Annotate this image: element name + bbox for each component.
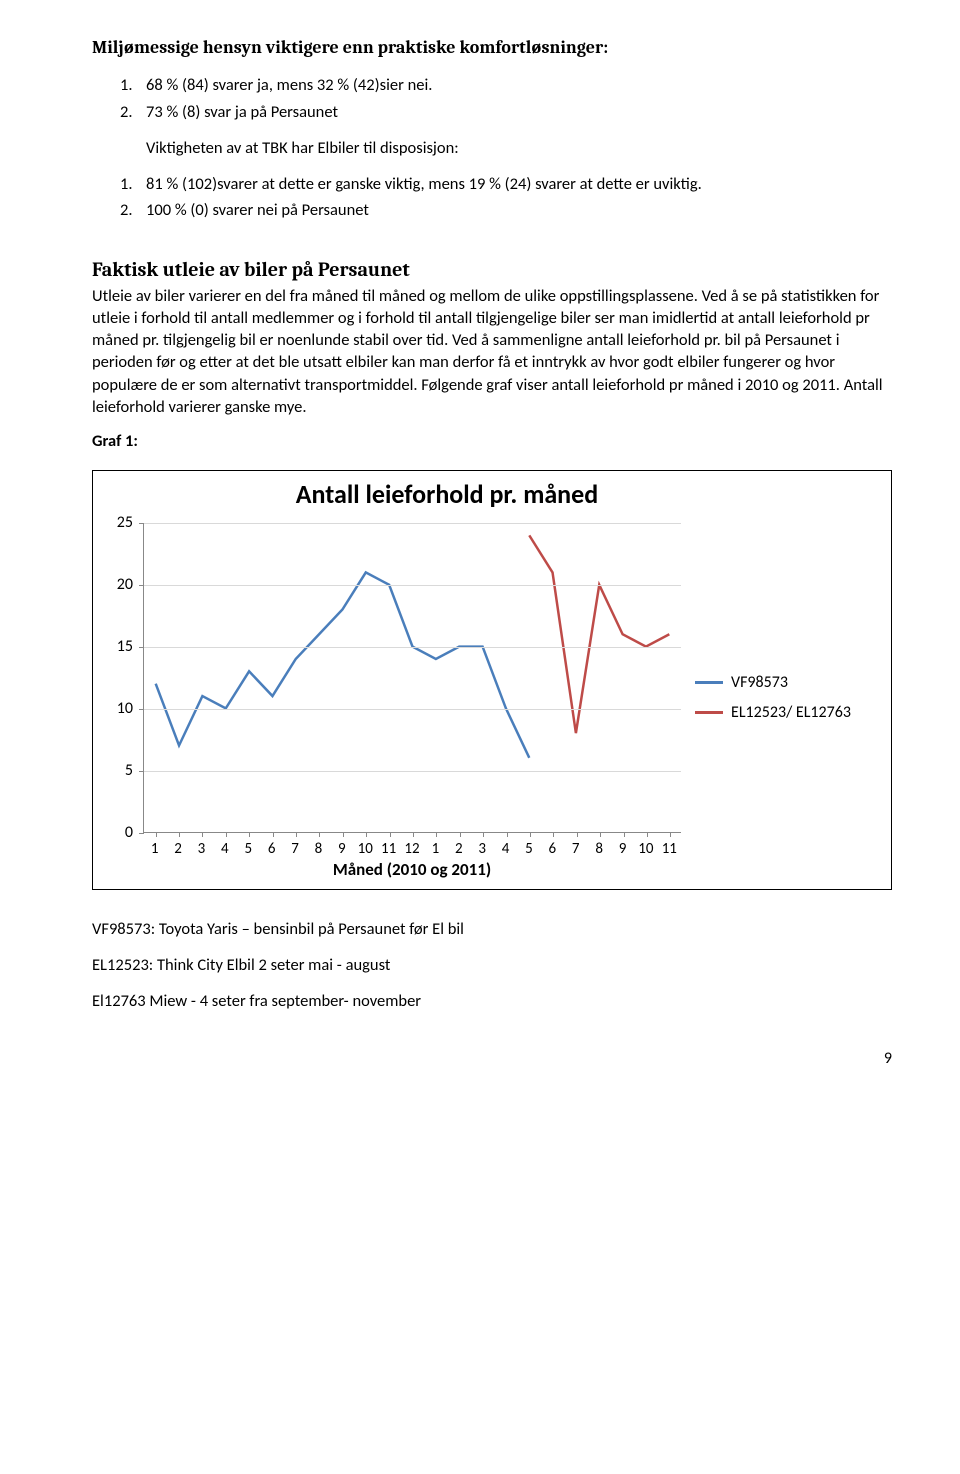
y-tick-label: 25 [117,512,133,534]
x-tick-label: 2 [455,839,463,859]
gridline [144,523,681,524]
heading-section: Faktisk utleie av biler på Persaunet [92,256,892,283]
paragraph: Utleie av biler varierer en del fra måne… [92,285,892,419]
list-item: 2. 100 % (0) svarer nei på Persaunet [120,199,892,221]
list-item: 1. 81 % (102)svarer at dette er ganske v… [120,173,892,195]
x-tick-label: 5 [244,839,252,859]
x-tick-label: 4 [502,839,510,859]
x-tick-label: 3 [478,839,486,859]
chart-title: Antall leieforhold pr. måned [197,477,697,512]
list-number: 1. [120,74,146,96]
y-tick-mark [139,523,144,524]
y-tick-mark [139,833,144,834]
gridline [144,647,681,648]
chart-series-line [529,535,669,733]
footer-line: EL12523: Think City Elbil 2 seter mai - … [92,954,892,976]
x-tick-label: 1 [432,839,440,859]
list-text: 68 % (84) svarer ja, mens 32 % (42)sier … [146,74,432,96]
x-tick-label: 9 [338,839,346,859]
x-tick-label: 9 [619,839,627,859]
x-tick-label: 8 [315,839,323,859]
graf-label: Graf 1: [92,430,892,452]
legend-item: EL12523/ EL12763 [695,702,885,724]
list-number: 2. [120,101,146,123]
footer-notes: VF98573: Toyota Yaris – bensinbil på Per… [92,918,892,1013]
page-number: 9 [92,1048,892,1070]
list-text: 81 % (102)svarer at dette er ganske vikt… [146,173,702,195]
sub-line: Viktigheten av at TBK har Elbiler til di… [146,137,892,159]
x-tick-label: 8 [595,839,603,859]
x-tick-label: 4 [221,839,229,859]
x-axis: Måned (2010 og 2011) 1234567891011121234… [143,835,681,875]
legend-label: EL12523/ EL12763 [731,702,851,724]
legend-swatch [695,681,723,684]
list-number: 2. [120,199,146,221]
y-axis: 0 5 10 15 20 25 [97,515,139,859]
x-tick-label: 7 [572,839,580,859]
x-tick-label: 5 [525,839,533,859]
list-text: 73 % (8) svar ja på Persaunet [146,101,338,123]
x-tick-label: 2 [174,839,182,859]
x-tick-label: 11 [662,839,677,859]
list-item: 1. 68 % (84) svarer ja, mens 32 % (42)si… [120,74,892,96]
y-tick-label: 5 [125,760,133,782]
plot-area [143,523,681,833]
legend-label: VF98573 [731,672,788,694]
gridline [144,585,681,586]
gridline [144,709,681,710]
x-tick-label: 1 [151,839,159,859]
x-tick-label: 6 [268,839,276,859]
x-tick-label: 6 [549,839,557,859]
y-tick-mark [139,647,144,648]
y-tick-mark [139,709,144,710]
y-tick-label: 15 [117,636,133,658]
list-text: 100 % (0) svarer nei på Persaunet [146,199,369,221]
legend-item: VF98573 [695,672,885,694]
y-tick-label: 20 [117,574,133,596]
heading-sub: Miljømessige hensyn viktigere enn prakti… [92,36,892,60]
footer-line: VF98573: Toyota Yaris – bensinbil på Per… [92,918,892,940]
legend-swatch [695,711,723,714]
y-tick-label: 10 [117,698,133,720]
x-axis-label: Måned (2010 og 2011) [143,859,681,882]
chart-series-line [156,572,530,757]
chart-svg [144,523,681,832]
y-tick-mark [139,771,144,772]
chart-area: 0510152025 Måned (2010 og 2011) 12345678… [97,515,887,881]
x-tick-label: 12 [404,839,419,859]
list-number: 1. [120,173,146,195]
x-tick-label: 10 [358,839,373,859]
chart-container: Antall leieforhold pr. måned 0510152025 … [92,470,892,889]
y-tick-mark [139,585,144,586]
gridline [144,771,681,772]
list-item: 2. 73 % (8) svar ja på Persaunet [120,101,892,123]
footer-line: El12763 Miew - 4 seter fra september- no… [92,990,892,1012]
x-tick-label: 11 [381,839,396,859]
y-tick-label: 0 [125,822,133,844]
x-tick-label: 3 [198,839,206,859]
chart-legend: VF98573 EL12523/ EL12763 [685,515,885,881]
x-tick-label: 10 [638,839,653,859]
x-tick-label: 7 [291,839,299,859]
